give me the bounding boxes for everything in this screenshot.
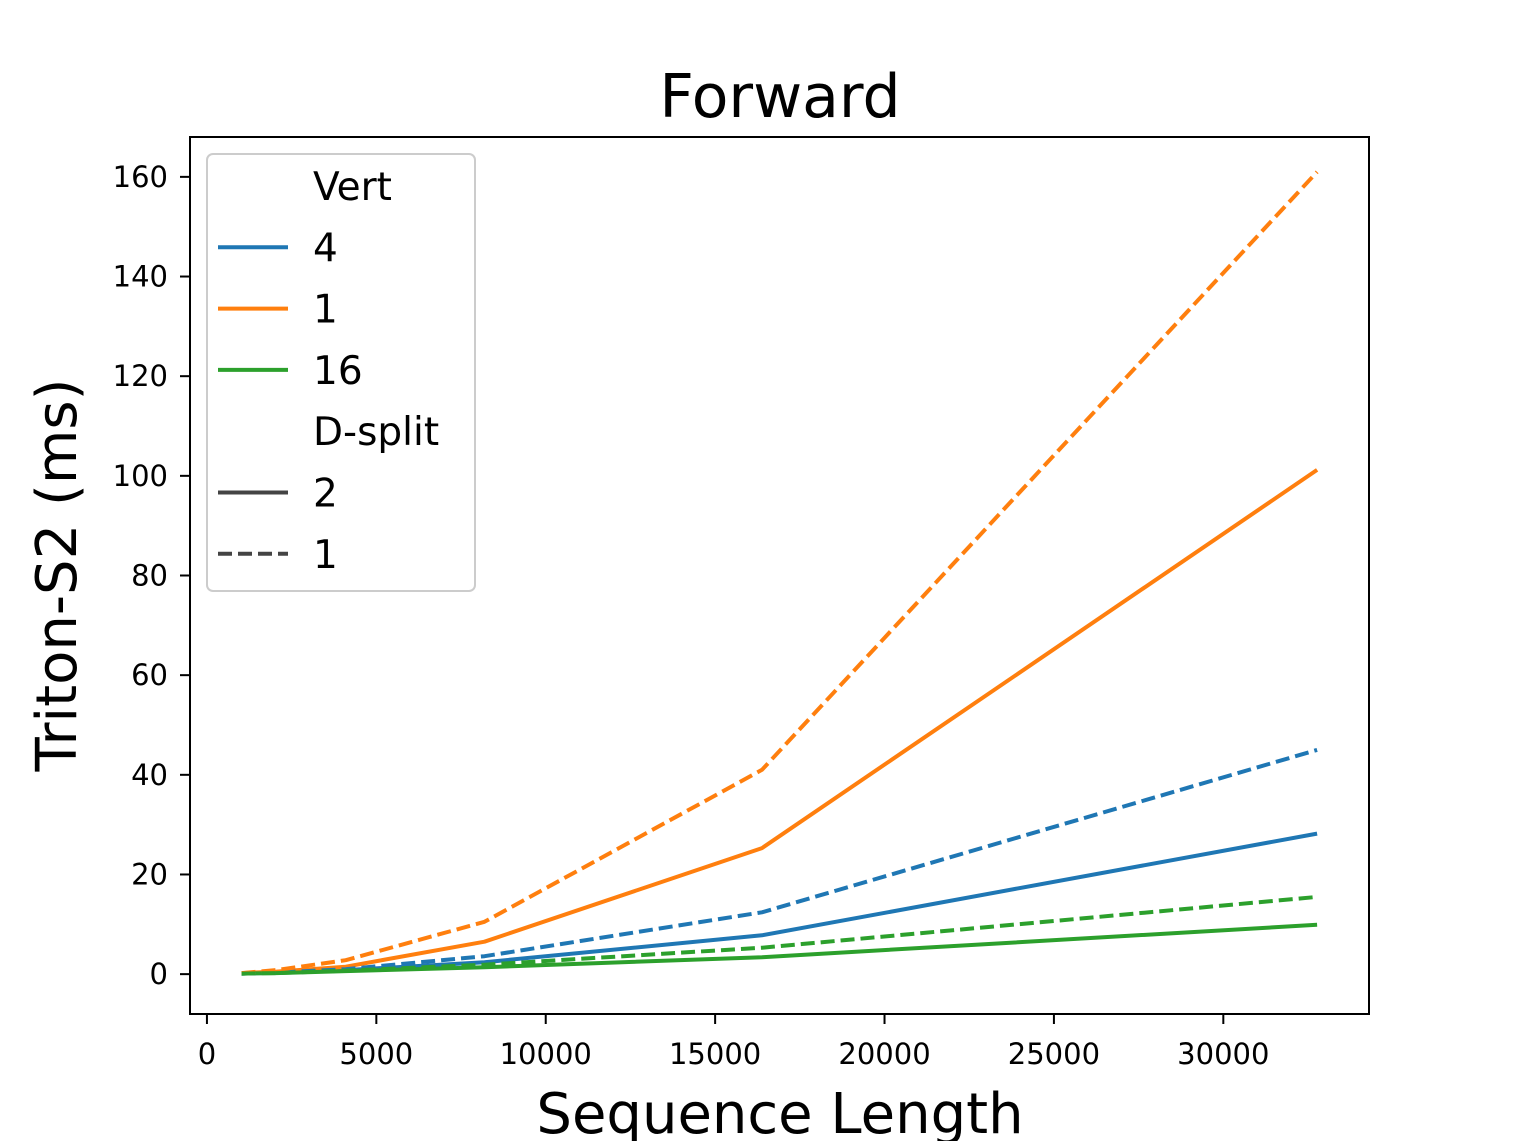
y-tick-label: 160 (113, 160, 168, 194)
x-axis-ticks: 0 5000 10000 15000 20000 25000 30000 (198, 1014, 1269, 1071)
y-tick-label: 0 (150, 957, 168, 991)
x-tick-label: 25000 (1008, 1037, 1100, 1071)
legend-entry-label: 16 (313, 349, 363, 394)
chart-title: Forward (659, 62, 900, 132)
y-tick-label: 80 (131, 559, 168, 593)
legend-group-title: D-split (313, 410, 439, 455)
x-tick-label: 20000 (838, 1037, 930, 1071)
x-tick-label: 10000 (500, 1037, 592, 1071)
y-tick-label: 100 (113, 459, 168, 493)
series-line-vert-1-dsplit-1 (241, 170, 1319, 976)
y-axis-label: Triton-S2 (ms) (25, 379, 90, 773)
y-tick-label: 20 (131, 857, 168, 891)
x-tick-label: 30000 (1177, 1037, 1269, 1071)
series-line-vert-16-dsplit-1 (241, 894, 1318, 976)
x-tick-label: 5000 (339, 1037, 413, 1071)
series-layer (241, 170, 1319, 976)
y-tick-label: 40 (131, 758, 168, 792)
legend-entry-label: 4 (313, 226, 338, 271)
legend-entry-label: 1 (313, 533, 338, 578)
y-tick-label: 120 (113, 359, 168, 393)
legend-box (206, 153, 476, 592)
x-tick-label: 0 (198, 1037, 216, 1071)
y-tick-label: 140 (113, 260, 168, 294)
y-axis-ticks: 0 20 40 60 80 100 120 140 160 (113, 160, 190, 991)
legend: Vert 4 1 16 D-split 2 1 (206, 153, 476, 592)
y-tick-label: 60 (131, 658, 168, 692)
legend-group-title: Vert (313, 165, 392, 210)
legend-entry-label: 2 (313, 472, 338, 517)
series-line-vert-4-dsplit-2 (241, 831, 1318, 976)
x-axis-label: Sequence Length (536, 1082, 1023, 1141)
legend-entry-label: 1 (313, 288, 338, 333)
x-tick-label: 15000 (669, 1037, 761, 1071)
